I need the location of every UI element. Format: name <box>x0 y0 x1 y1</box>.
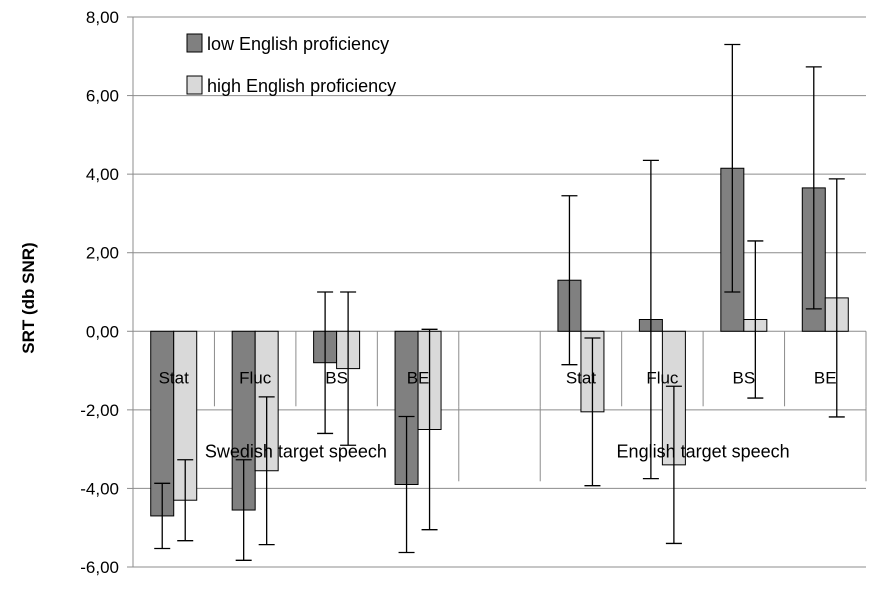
category-label: Stat <box>159 368 190 387</box>
category-label: BE <box>407 368 430 387</box>
y-tick-label: -4,00 <box>80 479 119 498</box>
category-label: BS <box>325 368 348 387</box>
y-axis-label: SRT (db SNR) <box>19 242 38 353</box>
y-tick-label: 8,00 <box>86 8 119 27</box>
group-label: Swedish target speech <box>205 441 387 461</box>
error-bars <box>154 43 845 561</box>
y-tick-label: 4,00 <box>86 165 119 184</box>
category-label: Fluc <box>646 368 679 387</box>
group-label: English target speech <box>617 441 790 461</box>
y-tick-label: -2,00 <box>80 401 119 420</box>
bars <box>150 167 849 517</box>
y-tick-labels: -6,00 -4,00 -2,00 0,00 2,00 4,00 6,00 8,00 <box>80 8 119 577</box>
category-labels: Stat Fluc BS BE Stat Fluc BS BE <box>159 368 837 387</box>
legend-swatch <box>186 75 203 95</box>
y-tick-label: 6,00 <box>86 87 119 106</box>
legend: low English proficiency high English prof… <box>186 33 396 96</box>
group-labels: Swedish target speech English target spee… <box>205 441 790 461</box>
category-label: Fluc <box>239 368 272 387</box>
category-label: BE <box>814 368 837 387</box>
category-label: BS <box>732 368 755 387</box>
legend-label: high English proficiency <box>207 76 396 96</box>
legend-swatch <box>186 33 203 53</box>
category-label: Stat <box>566 368 597 387</box>
y-tick-label: 2,00 <box>86 244 119 263</box>
legend-label: low English proficiency <box>207 34 389 54</box>
y-tick-label: 0,00 <box>86 322 119 341</box>
y-tick-label: -6,00 <box>80 558 119 577</box>
